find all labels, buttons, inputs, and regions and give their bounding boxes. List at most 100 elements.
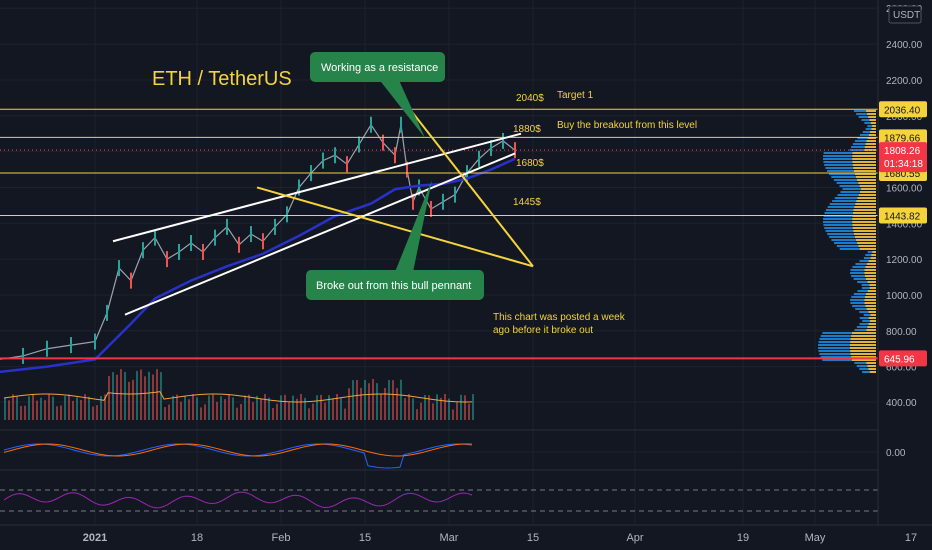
volume-bar — [156, 369, 158, 420]
profile-bar-up — [853, 230, 876, 232]
current-price-value: 1808.26 — [884, 146, 921, 157]
price-axis-background — [878, 0, 932, 525]
volume-bar — [136, 370, 138, 420]
volume-bar — [412, 398, 414, 420]
volume-bar — [248, 394, 250, 420]
profile-bar-up — [857, 179, 876, 181]
profile-bar-down — [861, 287, 870, 289]
profile-bar-down — [818, 344, 850, 346]
profile-bar-up — [864, 296, 876, 298]
price-tick-label: 0.00 — [886, 448, 906, 459]
price-tick-label: 1400.00 — [886, 219, 923, 230]
profile-bar-down — [824, 212, 853, 214]
profile-bar-down — [825, 230, 854, 232]
profile-bar-up — [857, 242, 876, 244]
breakout-note: Buy the breakout from this level — [557, 120, 697, 131]
profile-bar-up — [864, 302, 876, 304]
profile-bar-down — [836, 245, 859, 247]
profile-bar-up — [867, 290, 876, 292]
profile-bar-up — [868, 134, 876, 136]
volume-bar — [432, 403, 434, 420]
volume-bar — [108, 376, 110, 420]
horizontal-levels — [0, 108, 878, 360]
profile-bar-down — [857, 290, 868, 292]
volume-bar — [236, 407, 238, 420]
price-axis[interactable] — [877, 0, 932, 525]
profile-bar-down — [823, 161, 853, 163]
profile-bar-down — [819, 353, 851, 355]
profile-bar-up — [869, 287, 876, 289]
volume-bar — [220, 396, 222, 420]
volume-bar — [340, 398, 342, 420]
profile-bar-up — [849, 344, 876, 346]
profile-bar-down — [827, 233, 855, 235]
volume-bar — [252, 402, 254, 420]
volume-bar — [388, 380, 390, 420]
currency-button-box[interactable] — [888, 5, 922, 24]
profile-bar-up — [852, 161, 876, 163]
profile-bar-up — [865, 266, 876, 268]
profile-bar-up — [852, 164, 876, 166]
profile-bar-up — [855, 203, 876, 205]
price-series — [0, 116, 516, 374]
indicator-panes — [0, 369, 878, 512]
currency-button[interactable]: USDT — [888, 5, 922, 24]
profile-bar-up — [864, 299, 876, 301]
rsi-line — [3, 491, 473, 509]
volume-bar — [272, 408, 274, 420]
profile-bar-up — [852, 215, 876, 217]
trendlines — [112, 97, 534, 316]
profile-bar-down — [857, 137, 868, 139]
profile-bar-down — [851, 275, 865, 277]
profile-bar-up — [853, 170, 876, 172]
profile-bar-up — [867, 365, 876, 367]
profile-bar-down — [859, 317, 869, 319]
volume-bar — [204, 404, 206, 420]
posted-note-line2: ago before it broke out — [493, 325, 593, 336]
profile-bar-up — [870, 314, 876, 316]
volume-bar — [316, 395, 318, 420]
volume-bar — [132, 379, 134, 420]
volume-bar — [244, 395, 246, 420]
profile-bar-down — [850, 299, 865, 301]
profile-bar-up — [867, 137, 876, 139]
volume-bar — [424, 394, 426, 420]
price-line — [0, 123, 516, 360]
profile-bar-down — [857, 281, 868, 283]
profile-bar-down — [859, 134, 869, 136]
profile-bar-down — [837, 194, 859, 196]
profile-bar-down — [829, 236, 855, 238]
price-tick-label: 1200.00 — [886, 255, 923, 266]
volume-bar — [372, 379, 374, 420]
volume-bar — [224, 399, 226, 420]
resistance-callout-pointer — [378, 78, 425, 138]
price-tick-label: 1600.00 — [886, 183, 923, 194]
profile-bar-up — [872, 251, 876, 253]
volume-bar — [308, 408, 310, 420]
volume-bar — [184, 396, 186, 420]
volume-bar — [164, 407, 166, 420]
profile-bar-up — [865, 143, 876, 145]
profile-bar-up — [851, 356, 876, 358]
volume-bar — [260, 398, 262, 420]
volume-bar — [124, 371, 126, 420]
profile-bar-up — [859, 248, 876, 250]
profile-bar-up — [854, 206, 876, 208]
time-tick-label: 15 — [359, 532, 371, 544]
volume-bar — [320, 394, 322, 420]
volume-bar — [400, 379, 402, 420]
profile-bar-down — [836, 182, 859, 184]
volume-bar — [392, 380, 394, 420]
profile-bar-down — [850, 269, 865, 271]
volume-bar — [276, 403, 278, 420]
volume-bar — [68, 394, 70, 420]
volume-bar — [344, 408, 346, 420]
volume-bar — [128, 381, 130, 420]
profile-bar-up — [868, 116, 876, 118]
target-note: Target 1 — [557, 90, 594, 101]
price-badge-label: 1879.66 — [884, 133, 921, 144]
volume-bar — [36, 400, 38, 420]
profile-bar-up — [856, 200, 876, 202]
profile-bar-up — [871, 128, 876, 130]
